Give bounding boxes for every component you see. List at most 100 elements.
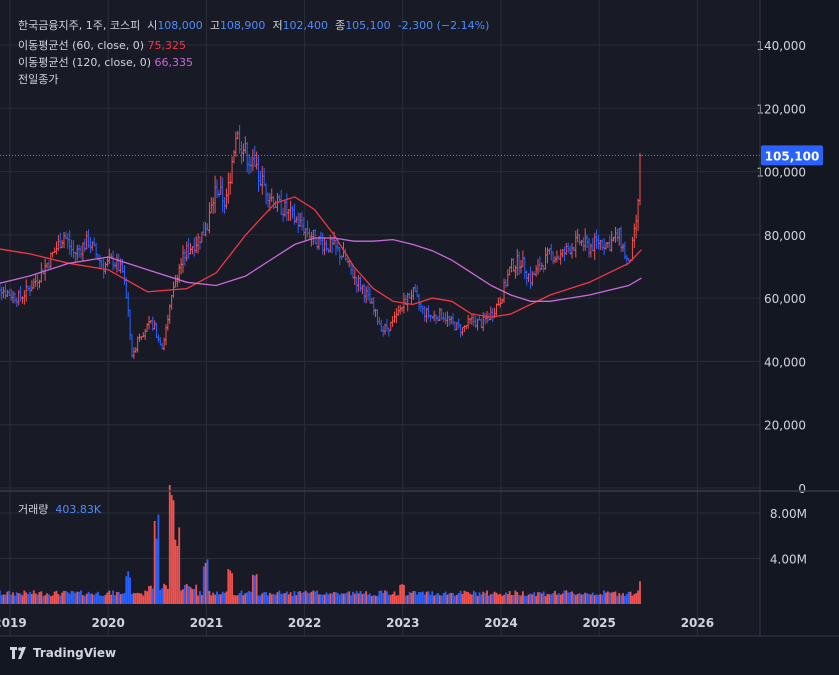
volume-bar (393, 591, 396, 604)
volume-bar (631, 595, 634, 604)
volume-bar (66, 592, 69, 604)
volume-bar (287, 594, 290, 604)
volume-bar (206, 559, 209, 604)
volume-bar (225, 591, 228, 604)
volume-bar (166, 588, 169, 604)
volume-bar (474, 592, 477, 604)
volume-bar (159, 589, 162, 604)
volume-bar (531, 594, 534, 604)
volume-bar (606, 591, 609, 604)
volume-bar (506, 594, 509, 604)
volume-bar (112, 590, 115, 604)
volume-bar (331, 593, 334, 604)
volume-bar (178, 527, 181, 604)
volume-bar (38, 592, 41, 604)
volume-bar (463, 590, 466, 604)
ma60-legend[interactable]: 이동평균선 (60, close, 0) 75,325 (18, 37, 186, 53)
volume-bar (465, 591, 468, 604)
volume-bar (589, 594, 592, 604)
volume-bar (15, 592, 18, 604)
volume-bar (242, 595, 245, 604)
volume-bar (376, 595, 379, 604)
volume-bar (472, 590, 475, 604)
volume-bar (618, 592, 621, 604)
ma120-legend[interactable]: 이동평균선 (120, close, 0) 66,335 (18, 54, 193, 70)
volume-bar (110, 594, 113, 604)
price-tick-label: 20,000 (764, 419, 806, 433)
volume-bar (321, 594, 324, 604)
volume-bar (316, 590, 318, 604)
tradingview-logo[interactable]: TradingView (10, 646, 116, 660)
volume-bar (512, 595, 515, 604)
volume-bar (499, 593, 502, 604)
volume-bar (129, 577, 132, 604)
volume-bar (219, 594, 222, 604)
volume-bar (102, 595, 105, 604)
volume-bar (115, 592, 118, 604)
prev-close-legend[interactable]: 전일종가 (18, 71, 58, 87)
volume-bar (408, 592, 411, 604)
volume-bar (557, 593, 560, 604)
volume-bar (533, 592, 536, 604)
volume-bar (197, 595, 199, 604)
volume-bar (576, 593, 579, 604)
volume-bar (68, 593, 71, 604)
volume-bar (597, 594, 600, 604)
volume-bar (482, 591, 485, 604)
volume-bar (572, 593, 575, 604)
volume-bar (495, 592, 498, 604)
low-label: 저 (272, 19, 283, 32)
volume-bar (565, 590, 568, 604)
volume-bar (584, 592, 587, 604)
volume-bar (440, 595, 443, 604)
volume-bar (21, 595, 24, 604)
volume-bar (285, 591, 288, 604)
volume-bar (433, 595, 436, 604)
volume-bar (108, 590, 111, 604)
volume-bar (170, 495, 173, 604)
volume-bar (76, 591, 79, 604)
volume-bar (216, 591, 218, 604)
symbol-name[interactable]: 한국금융지주, 1주, 코스피 (18, 19, 141, 32)
volume-bar (253, 575, 256, 604)
volume-bar (423, 594, 426, 604)
volume-bar (335, 592, 337, 604)
volume-bar (234, 595, 237, 604)
volume-bar (616, 595, 619, 604)
volume-bar (257, 595, 260, 604)
ma120-line (0, 237, 642, 302)
close-label: 종 (335, 19, 346, 32)
volume-bar (149, 585, 152, 604)
volume-bar (508, 591, 511, 604)
volume-bar (525, 596, 528, 604)
volume-bar (191, 589, 194, 604)
volume-bar (172, 500, 175, 604)
volume-bar (44, 595, 47, 604)
volume-bar (0, 590, 1, 604)
volume-bar (518, 594, 521, 604)
volume-tick-label: 8.00M (770, 507, 807, 521)
volume-bar (229, 570, 232, 604)
volume-bar (582, 594, 585, 604)
volume-legend[interactable]: 거래량 403.83K (18, 501, 101, 517)
volume-bar (359, 591, 362, 604)
volume-bar (497, 594, 500, 604)
volume-bar (548, 594, 551, 604)
volume-bar (134, 593, 137, 604)
volume-bar (127, 571, 130, 604)
volume-bar (199, 591, 201, 604)
volume-bar (74, 592, 77, 604)
price-tick-label: 0 (798, 482, 806, 496)
volume-bar (370, 596, 373, 604)
volume-bar (484, 592, 487, 604)
ma120-value: 66,335 (154, 56, 194, 69)
volume-bar (193, 589, 196, 604)
volume-bar (505, 592, 507, 604)
year-tick-label: 2026 (681, 616, 714, 630)
volume-bar (227, 569, 230, 604)
volume-bar (261, 593, 264, 604)
volume-bar (467, 591, 470, 604)
prev-close-label: 전일종가 (18, 73, 59, 86)
volume-bar (251, 574, 254, 604)
